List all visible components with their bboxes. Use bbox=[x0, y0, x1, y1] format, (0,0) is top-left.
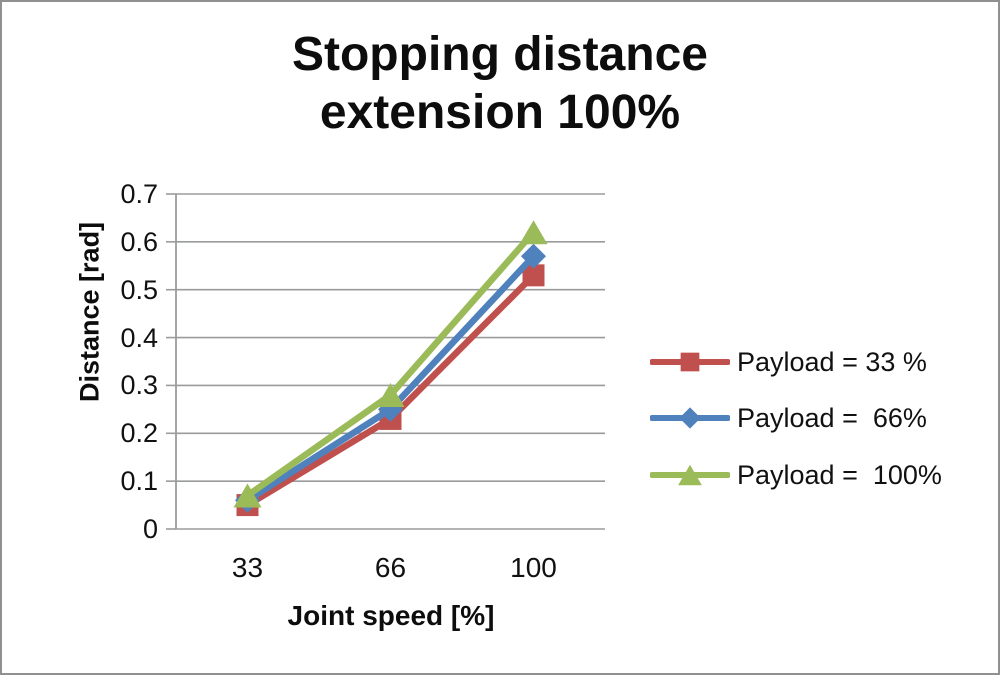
y-tick-label: 0.7 bbox=[120, 179, 158, 209]
diamond-marker bbox=[521, 243, 546, 269]
legend-label: Payload = 33 % bbox=[737, 346, 927, 377]
y-tick-label: 0.2 bbox=[120, 418, 158, 449]
series-line bbox=[244, 229, 537, 499]
x-tick-label: 100 bbox=[510, 552, 557, 583]
legend-item: Payload = 100% bbox=[650, 457, 942, 493]
square-marker bbox=[522, 264, 545, 287]
y-tick-label: 0.1 bbox=[120, 466, 158, 497]
x-axis-title: Joint speed [%] bbox=[287, 600, 495, 631]
y-tick-label: 0.6 bbox=[120, 226, 158, 257]
legend-item: Payload = 33 % bbox=[650, 344, 927, 380]
diamond-marker bbox=[679, 407, 701, 429]
triangle-marker bbox=[376, 383, 405, 407]
chart-title-line1: Stopping distance bbox=[291, 28, 708, 81]
square-marker bbox=[680, 352, 700, 372]
legend-marker-triangle bbox=[650, 464, 730, 486]
legend-label: Payload = 66% bbox=[737, 402, 927, 433]
y-tick-label: 0 bbox=[142, 514, 158, 544]
legend-label: Payload = 100% bbox=[737, 459, 942, 490]
legend-marker-square bbox=[650, 352, 730, 372]
y-tick-label: 0.4 bbox=[120, 322, 158, 353]
chart-title-line2: extension 100% bbox=[319, 86, 681, 139]
series-2 bbox=[233, 220, 548, 508]
y-tick-label: 0.3 bbox=[120, 370, 158, 401]
x-tick-label: 33 bbox=[231, 552, 264, 583]
x-tick-label: 66 bbox=[374, 552, 407, 583]
triangle-marker bbox=[678, 464, 702, 486]
legend-marker-diamond bbox=[650, 407, 730, 429]
chart-title: Stopping distance extension 100% bbox=[2, 26, 998, 142]
y-tick-label: 0.5 bbox=[120, 274, 158, 305]
triangle-marker bbox=[519, 220, 548, 245]
triangle-marker bbox=[233, 483, 262, 508]
legend-item: Payload = 66% bbox=[650, 400, 927, 436]
